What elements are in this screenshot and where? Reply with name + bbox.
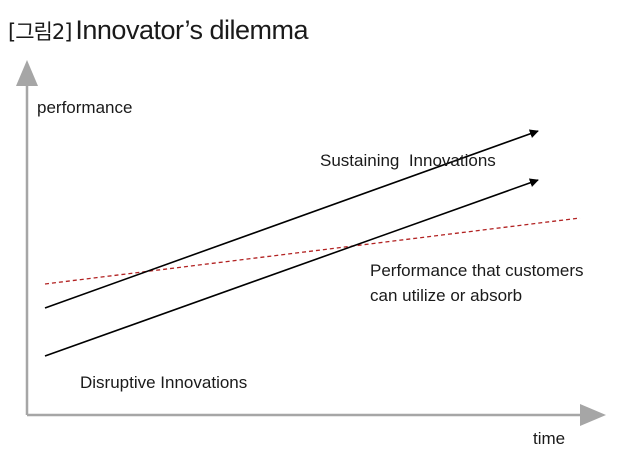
x-axis-label: time: [533, 429, 565, 448]
disruptive-innovations-label: Disruptive Innovations: [80, 373, 247, 392]
disruptive-innovations-arrow: [44, 178, 539, 357]
figure-title: [그림2] Innovator’s dilemma: [8, 8, 309, 52]
customer-demand-label-line1: Performance that customers: [370, 261, 584, 280]
y-axis-label: performance: [37, 98, 132, 117]
figure-name: Innovator’s dilemma: [75, 15, 309, 45]
sustaining-innovations-label: Sustaining Innovations: [320, 151, 496, 170]
x-axis-arrowhead: [580, 404, 606, 426]
axes: [16, 60, 606, 426]
sustaining-innovations-arrow: [44, 129, 539, 309]
customer-demand-line: [44, 217, 581, 285]
figure-tag: [그림2]: [8, 20, 72, 44]
customer-demand-label-line2: can utilize or absorb: [370, 286, 522, 305]
y-axis-arrowhead: [16, 60, 38, 86]
